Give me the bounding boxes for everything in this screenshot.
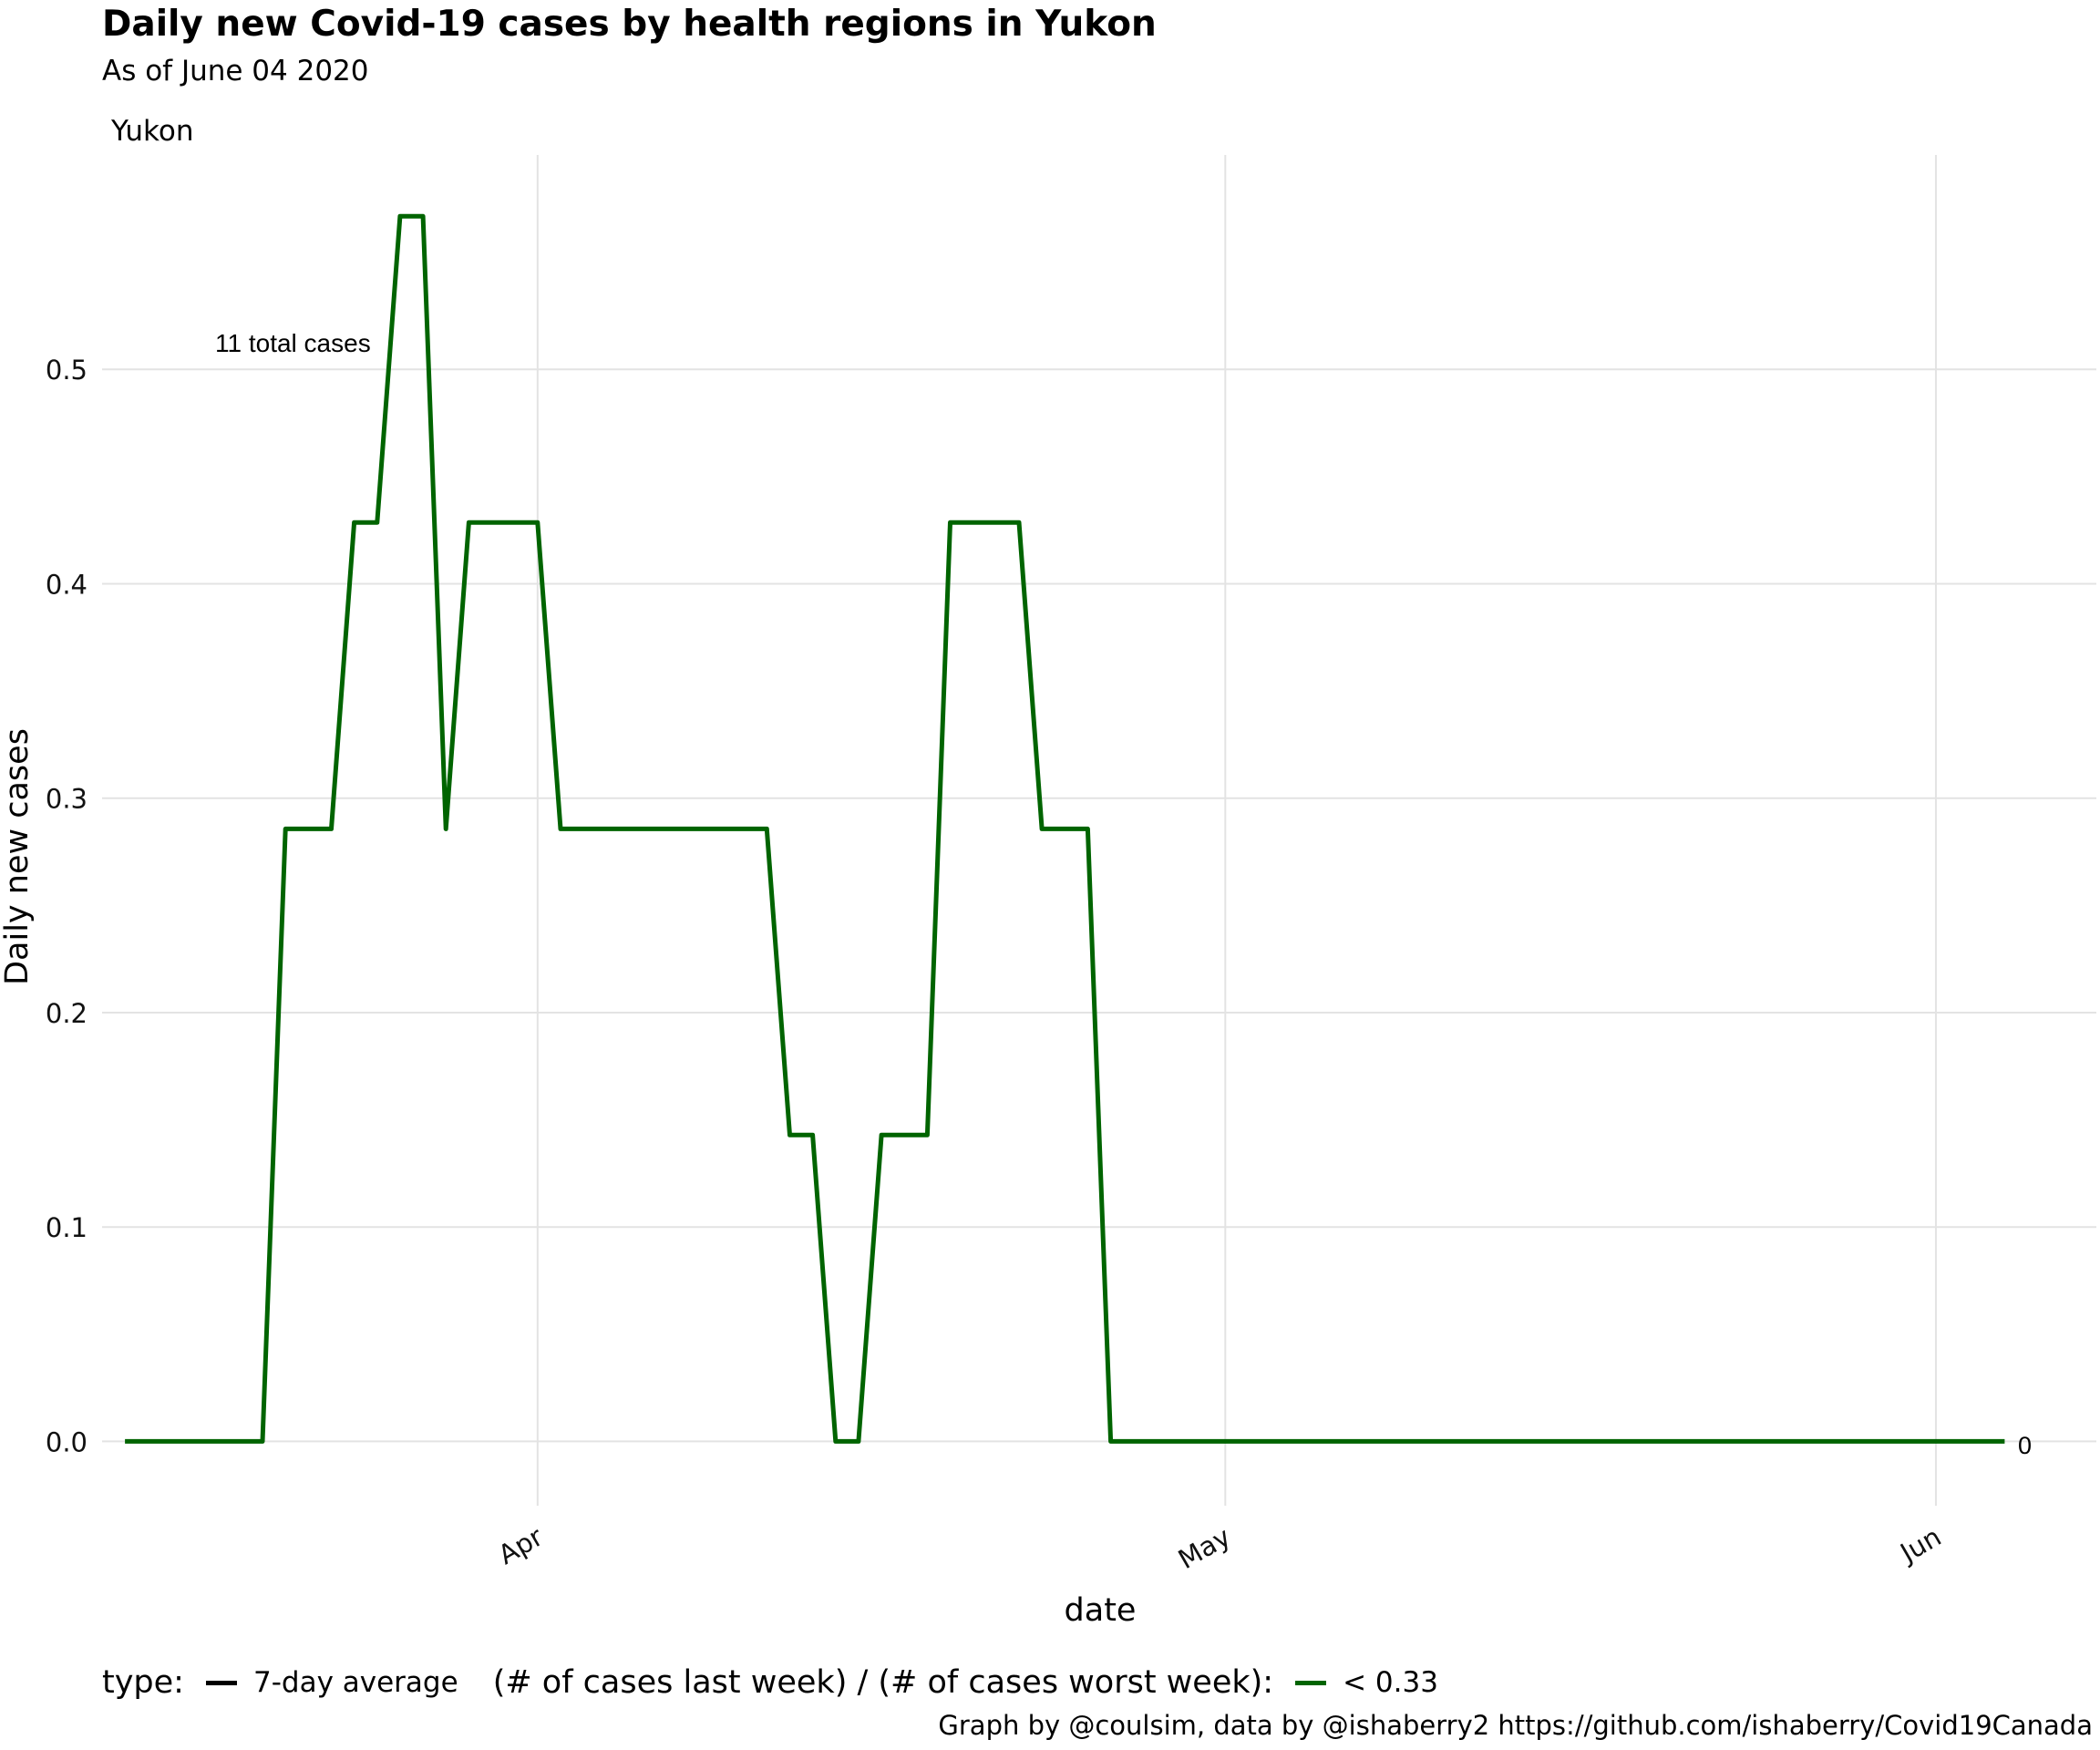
y-tick-label: 0.2 xyxy=(46,998,88,1029)
total-cases-annotation: 11 total cases xyxy=(215,329,371,357)
y-tick-label: 0.0 xyxy=(46,1426,88,1457)
legend-type-item: 7-day average xyxy=(252,1666,458,1699)
x-axis-title: date xyxy=(1065,1592,1137,1629)
series-line xyxy=(125,213,2005,1444)
y-tick-label: 0.5 xyxy=(46,355,88,386)
y-tick-label: 0.4 xyxy=(46,569,88,600)
x-tick-label: May xyxy=(1173,1521,1236,1575)
legend-ratio-label: (# of cases last week) / (# of cases wor… xyxy=(492,1664,1274,1701)
grid-lines xyxy=(102,155,2096,1506)
legend-type-label: type: xyxy=(102,1664,184,1701)
end-value-annotation: 0 xyxy=(2018,1432,2032,1459)
x-axis-ticks: Apr May Jun xyxy=(493,1521,1947,1575)
x-tick-label: Jun xyxy=(1893,1521,1946,1570)
series-group xyxy=(125,213,2005,1444)
legend-ratio-key xyxy=(1295,1680,1327,1685)
legend: type: 7-day average (# of cases last wee… xyxy=(102,1657,1438,1708)
y-axis-ticks: 0.0 0.1 0.2 0.3 0.4 0.5 xyxy=(46,355,88,1457)
caption: Graph by @coulsim, data by @ishaberry2 h… xyxy=(938,1710,2093,1741)
chart-title: Daily new Covid-19 cases by health regio… xyxy=(102,4,1157,45)
x-tick-label: Apr xyxy=(493,1521,549,1571)
facet-label: Yukon xyxy=(111,115,194,148)
y-axis-title: Daily new cases xyxy=(0,728,36,985)
legend-ratio-item: < 0.33 xyxy=(1343,1666,1438,1699)
chart-subtitle: As of June 04 2020 xyxy=(102,55,369,88)
legend-type-key xyxy=(205,1680,237,1685)
y-tick-label: 0.1 xyxy=(46,1212,88,1243)
y-tick-label: 0.3 xyxy=(46,784,88,815)
